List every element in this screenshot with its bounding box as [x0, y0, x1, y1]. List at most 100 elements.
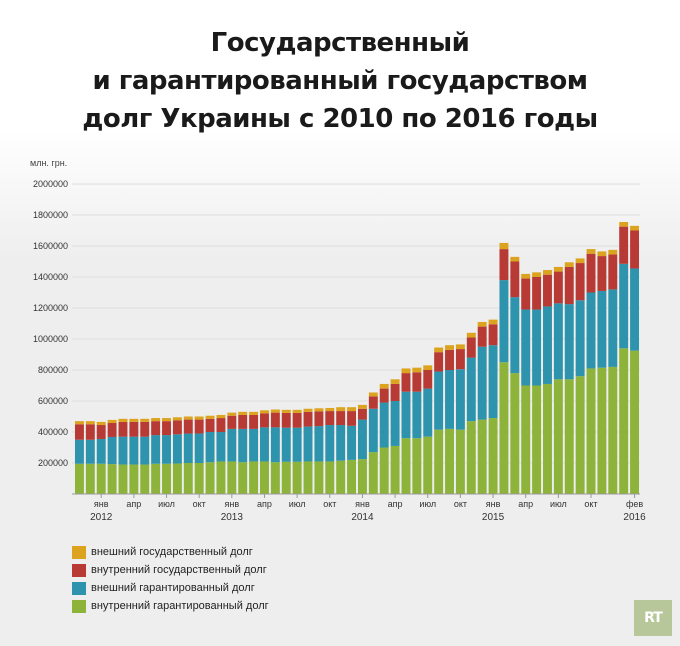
bar-segment-2012-12-s2 — [216, 418, 226, 432]
bar-segment-2013-06-s0 — [281, 461, 291, 494]
bar-segment-2012-06-s0 — [151, 463, 161, 494]
x-tick-month: июл — [289, 499, 306, 509]
bar-segment-2014-02-s3 — [368, 392, 378, 397]
bar-segment-2014-07-s2 — [423, 370, 433, 389]
bar-segment-2011-12-s3 — [85, 421, 95, 425]
bar-segment-2012-05-s3 — [140, 418, 150, 422]
bar-segment-2013-08-s3 — [303, 408, 313, 412]
bar-segment-2013-03-s2 — [249, 414, 259, 429]
bar-segment-2013-10-s1 — [325, 425, 335, 462]
bar-segment-2015-12-s1 — [608, 289, 618, 367]
bar-segment-2012-07-s2 — [162, 421, 171, 436]
bar-segment-2015-05-s1 — [532, 309, 542, 386]
bar-segment-2015-06-s0 — [543, 383, 552, 494]
bar-segment-2012-11-s1 — [205, 432, 215, 463]
x-tick-month: окт — [193, 499, 206, 509]
legend-item: внешний государственный долг — [72, 543, 269, 561]
bar-segment-2015-07-s2 — [553, 271, 563, 304]
bar-segment-2015-08-s0 — [564, 379, 574, 494]
bar-segment-2013-10-s3 — [325, 407, 335, 412]
bar-segment-2015-11-s3 — [597, 251, 607, 257]
bar-segment-2013-09-s2 — [314, 411, 324, 427]
bar-segment-2014-09-s2 — [445, 349, 454, 370]
bar-segment-2012-02-s3 — [107, 419, 117, 424]
legend: внешний государственный долг внутренний г… — [72, 543, 269, 615]
bar-segment-2013-04-s0 — [260, 461, 269, 494]
title-line-3: долг Украины с 2010 по 2016 годы — [82, 104, 598, 134]
bar-segment-2013-05-s0 — [270, 462, 280, 494]
bar-segment-2014-03-s2 — [379, 388, 389, 403]
bar-segment-2015-08-s3 — [564, 262, 574, 267]
bar-segment-2012-10-s1 — [194, 433, 204, 463]
bar-segment-2011-11-s0 — [74, 463, 84, 494]
bar-segment-2012-04-s3 — [129, 418, 139, 422]
bar-segment-2014-04-s1 — [390, 401, 400, 446]
bar-segment-2014-08-s1 — [434, 371, 444, 430]
bar-segment-2013-09-s1 — [314, 426, 324, 462]
bar-segment-2013-11-s3 — [336, 407, 346, 412]
page-title: Государственный и гарантированный госуда… — [0, 24, 680, 138]
bar-segment-2015-10-s1 — [586, 292, 596, 369]
bar-segment-2012-11-s0 — [205, 462, 215, 494]
bar-segment-2013-07-s1 — [292, 427, 302, 462]
legend-label: внутренний гарантированный долг — [91, 600, 269, 612]
bar-segment-2013-01-s2 — [227, 415, 237, 429]
bar-segment-2016-01-s0 — [619, 348, 629, 494]
bar-segment-2015-05-s3 — [532, 272, 542, 277]
bar-segment-2012-08-s2 — [172, 420, 182, 435]
bar-segment-2013-05-s1 — [270, 427, 280, 463]
bar-segment-2015-09-s2 — [575, 263, 585, 301]
bar-segment-2015-02-s2 — [499, 249, 509, 281]
bar-segment-2014-10-s0 — [455, 429, 465, 494]
bar-segment-2014-03-s1 — [379, 402, 389, 448]
bar-segment-2012-08-s1 — [172, 434, 182, 464]
bar-segment-2013-07-s0 — [292, 461, 302, 494]
bar-segment-2012-10-s0 — [194, 463, 204, 494]
bar-segment-2015-02-s3 — [499, 242, 509, 250]
bar-segment-2014-06-s3 — [412, 367, 422, 373]
bar-segment-2014-04-s0 — [390, 445, 400, 494]
x-tick-month: июл — [158, 499, 175, 509]
bar-segment-2014-10-s2 — [455, 349, 465, 370]
bar-segment-2012-06-s1 — [151, 435, 161, 464]
bar-segment-2015-06-s2 — [543, 274, 552, 307]
bar-segment-2016-01-s3 — [619, 221, 629, 227]
rt-logo: RT — [634, 600, 672, 636]
y-axis-label: млн. грн. — [30, 158, 67, 168]
bar-segment-2013-01-s3 — [227, 412, 237, 416]
y-tick-label: 600000 — [38, 396, 68, 406]
bar-segment-2014-05-s3 — [401, 368, 411, 374]
bar-segment-2013-11-s0 — [336, 460, 346, 494]
y-tick-label: 1800000 — [33, 210, 68, 220]
bar-segment-2014-09-s3 — [445, 345, 454, 350]
x-tick-month: апр — [257, 499, 272, 509]
bar-segment-2014-02-s0 — [368, 452, 378, 494]
bar-segment-2013-11-s2 — [336, 411, 346, 426]
x-tick-year: 2014 — [351, 512, 374, 523]
bar-segment-2013-01-s1 — [227, 428, 237, 462]
bar-segment-2014-12-s2 — [477, 326, 487, 347]
stacked-bar-chart: млн. грн. 200000 400000 600000 800000 100000… — [30, 158, 646, 523]
bar-segment-2013-12-s0 — [347, 459, 357, 494]
bar-segment-2013-09-s3 — [314, 408, 324, 412]
bar-segment-2012-03-s1 — [118, 436, 128, 465]
x-tick-month: апр — [518, 499, 533, 509]
bar-segment-2013-05-s2 — [270, 412, 280, 428]
bar-segment-2015-04-s1 — [521, 309, 531, 386]
bar-segment-2012-04-s1 — [129, 436, 139, 465]
bar-segment-2013-10-s2 — [325, 411, 335, 426]
bar-segment-2015-03-s0 — [510, 373, 520, 494]
bar-segment-2015-04-s0 — [521, 385, 531, 494]
y-tick-label: 1600000 — [33, 241, 68, 251]
bar-segment-2012-09-s3 — [183, 416, 193, 420]
y-tick-label: 1000000 — [33, 334, 68, 344]
bar-segment-2014-04-s3 — [390, 379, 400, 384]
bar-segment-2013-02-s3 — [238, 411, 248, 415]
bar-segment-2014-07-s0 — [423, 436, 433, 494]
bar-segment-2013-12-s1 — [347, 425, 357, 460]
bar-segment-2014-07-s3 — [423, 365, 433, 370]
x-tick-month: окт — [454, 499, 467, 509]
bar-segment-2012-12-s0 — [216, 461, 226, 494]
bar-segment-2015-07-s3 — [553, 266, 563, 272]
bar-segment-2015-01-s1 — [488, 345, 498, 419]
